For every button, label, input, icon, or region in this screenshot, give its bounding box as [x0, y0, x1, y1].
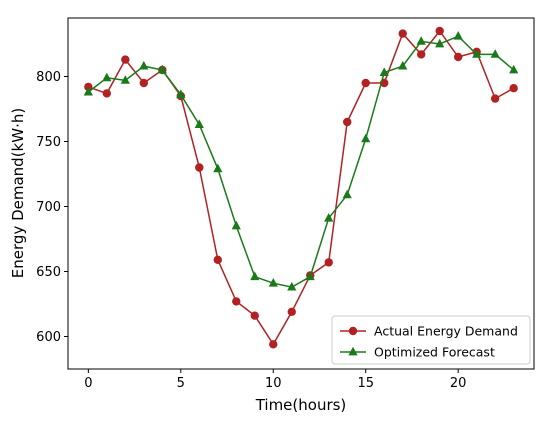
data-point-1-15: [361, 133, 371, 143]
data-point-1-17: [398, 60, 408, 70]
legend-label-1: Optimized Forecast: [374, 345, 495, 360]
data-point-0-17: [398, 29, 407, 38]
data-point-1-5: [176, 89, 186, 99]
data-point-1-4: [157, 64, 167, 74]
data-point-1-11: [287, 281, 297, 291]
data-point-1-21: [472, 49, 482, 58]
data-point-1-18: [416, 36, 426, 45]
legend-label-0: Actual Energy Demand: [374, 324, 518, 339]
data-point-0-9: [250, 311, 259, 320]
y-tick-label-0: 600: [36, 330, 61, 345]
data-point-0-14: [343, 117, 352, 127]
series-line-0: [88, 29, 515, 346]
data-point-0-7: [213, 255, 222, 264]
data-point-0-8: [232, 297, 241, 306]
data-point-1-8: [231, 220, 241, 230]
legend-box: [331, 315, 531, 365]
legend-marker-1: [348, 346, 358, 356]
data-point-0-15: [361, 78, 370, 88]
x-tick-label-0: 0: [84, 376, 92, 391]
x-tick-label-2: 10: [265, 376, 282, 391]
data-point-0-20: [453, 52, 463, 62]
axes-frame: [67, 17, 535, 370]
data-point-0-11: [287, 307, 296, 316]
data-point-1-2: [120, 75, 130, 84]
data-point-0-10: [269, 340, 278, 349]
data-point-0-22: [490, 94, 500, 103]
data-point-0-18: [416, 50, 426, 59]
data-point-1-20: [453, 31, 463, 40]
x-tick-label-1: 5: [177, 376, 185, 391]
axes-layer: 0 5 10 15 20 600 650 700 750 800: [36, 17, 535, 391]
data-point-0-3: [139, 78, 149, 88]
data-point-0-2: [121, 55, 130, 64]
data-point-1-3: [139, 60, 149, 70]
x-axis-title: Time(hours): [255, 396, 347, 414]
data-point-1-13: [324, 213, 334, 222]
data-point-1-10: [268, 278, 278, 287]
data-point-1-19: [435, 38, 445, 48]
data-point-0-0: [84, 82, 93, 92]
data-point-0-19: [435, 26, 444, 36]
data-point-0-1: [102, 89, 112, 98]
x-tick-label-4: 20: [450, 376, 467, 391]
data-point-1-7: [213, 163, 223, 173]
y-tick-label-1: 650: [36, 265, 61, 280]
data-point-1-12: [305, 271, 315, 281]
data-point-1-9: [250, 271, 260, 281]
data-point-0-23: [509, 84, 518, 93]
series-line-1: [87, 35, 515, 288]
y-tick-label-4: 800: [36, 70, 61, 85]
legend-marker-0: [348, 326, 358, 336]
data-point-1-22: [490, 49, 500, 58]
data-point-1-23: [509, 64, 519, 74]
y-tick-label-3: 750: [36, 135, 61, 150]
data-point-1-0: [83, 86, 93, 96]
data-point-1-1: [102, 72, 112, 82]
y-tick-label-2: 700: [36, 200, 61, 215]
data-point-0-6: [195, 163, 204, 172]
data-point-1-16: [379, 67, 389, 76]
data-point-0-13: [324, 258, 333, 267]
x-tick-label-3: 15: [357, 376, 374, 391]
y-axis-title: Energy Demand(kW·h): [9, 108, 27, 278]
series-layer: [83, 26, 519, 349]
data-point-1-6: [194, 119, 204, 128]
legend: Actual Energy Demand Optimized Forecast: [331, 315, 531, 365]
data-point-1-14: [342, 189, 352, 199]
